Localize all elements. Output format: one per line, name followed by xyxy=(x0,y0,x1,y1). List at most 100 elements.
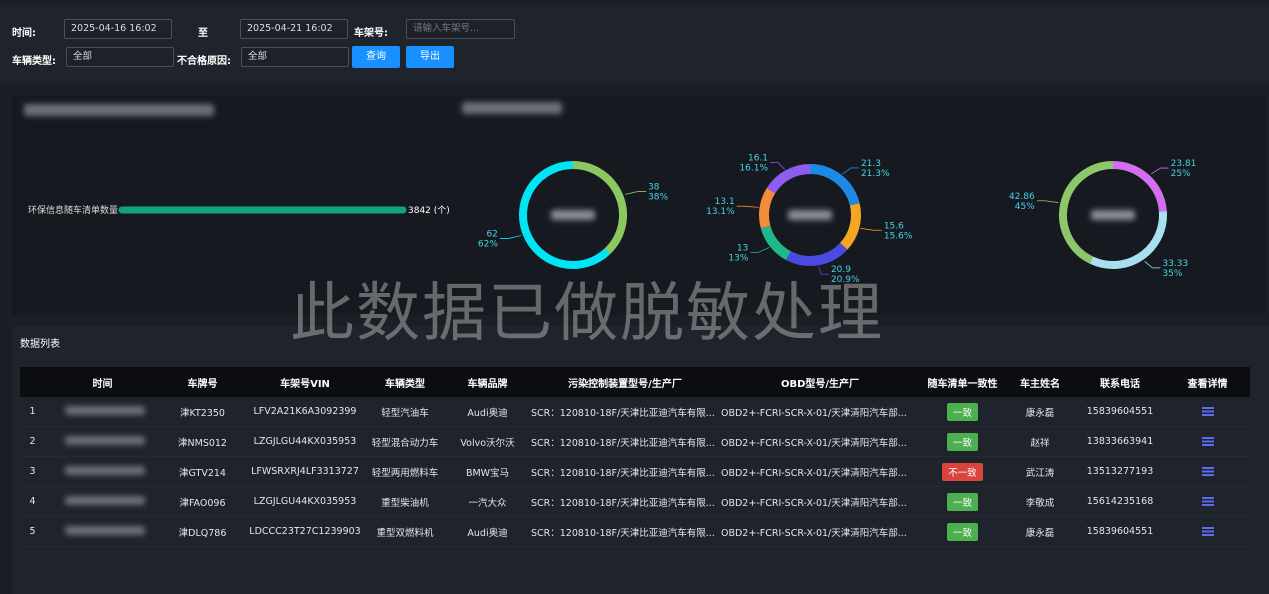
start-time[interactable]: 2025-04-16 16:02 xyxy=(64,19,172,39)
row-number: 3 xyxy=(20,456,45,487)
donut-segment xyxy=(759,187,776,229)
table-row: 1 津KT2350 LFV2A21K6A3092399 轻型汽油车 Audi奥迪 SCR：… xyxy=(20,397,1250,427)
donut-segment xyxy=(766,164,811,194)
time-cell xyxy=(45,397,160,427)
donut-segment xyxy=(572,161,627,255)
donut-percent: 25% xyxy=(1171,169,1191,179)
cell-vin: LDCCC23T27C1239903 xyxy=(245,516,365,547)
cell-vin: LZGJLGU44KX035953 xyxy=(245,426,365,457)
donut-segment xyxy=(760,225,791,260)
donut-percent: 16.1% xyxy=(739,164,768,174)
donut-segment xyxy=(785,242,848,266)
bar-value: 3842 (个) xyxy=(408,205,450,216)
header-cell: 车辆类型 xyxy=(365,367,445,397)
cell-plate: 津NMS012 xyxy=(160,426,245,457)
header-cell: 车辆品牌 xyxy=(445,367,530,397)
stats-panel xyxy=(12,95,1265,315)
cell-type: 轻型两用燃料车 xyxy=(365,456,445,487)
type-select[interactable]: 全部 xyxy=(66,47,174,67)
vin-input[interactable]: 请输入车架号... xyxy=(406,19,515,39)
cell-type: 重型柴油机 xyxy=(365,486,445,517)
export-text: 导出 xyxy=(420,51,440,62)
cell-type: 重型双燃料机 xyxy=(365,516,445,547)
donut-value: 33.33 xyxy=(1162,259,1188,269)
consistency-tag: 不一致 xyxy=(942,462,983,481)
consistency-tag: 一致 xyxy=(946,402,978,421)
header-cell: 车牌号 xyxy=(160,367,245,397)
leader-line xyxy=(842,167,859,175)
cell-brand: Audi奥迪 xyxy=(445,516,530,547)
detail-icon[interactable] xyxy=(1201,407,1214,416)
header-cell xyxy=(20,367,45,397)
cell-owner: 赵祥 xyxy=(1005,426,1075,457)
row-number: 1 xyxy=(20,397,45,427)
donut-percent: 38% xyxy=(648,192,668,202)
donut-value: 15.6 xyxy=(884,221,904,231)
detail-icon[interactable] xyxy=(1201,467,1214,476)
donut-value: 20.9 xyxy=(831,265,851,275)
header-cell: OBD型号/生产厂 xyxy=(720,367,920,397)
header-cell: 车主姓名 xyxy=(1005,367,1075,397)
cell-owner: 康永磊 xyxy=(1005,516,1075,547)
detail-icon[interactable] xyxy=(1201,497,1214,506)
header-cell: 车架号VIN xyxy=(245,367,365,397)
reason-select[interactable]: 全部 xyxy=(241,47,349,67)
header-cell: 时间 xyxy=(45,367,160,397)
table-row: 5 津DLQ786 LDCCC23T27C1239903 重型双燃料机 Audi奥迪 SC… xyxy=(20,516,1250,547)
donut-percent: 62% xyxy=(478,240,498,250)
consistency-cell: 一致 xyxy=(920,397,1005,427)
leader-line xyxy=(860,227,882,231)
donut-value: 23.81 xyxy=(1171,159,1197,169)
detail-icon[interactable] xyxy=(1201,527,1214,536)
type-label: 车辆类型: xyxy=(12,56,56,67)
blurred-center-label xyxy=(1091,210,1135,220)
bar-label: 环保信息随车清单数量 xyxy=(28,204,118,216)
cell-vin: LFWSRXRJ4LF3313727 xyxy=(245,456,365,487)
donut-segment xyxy=(809,164,860,206)
leader-line xyxy=(750,247,770,253)
consistency-tag: 一致 xyxy=(946,492,978,511)
time-cell xyxy=(45,426,160,457)
cell-scr: SCR：120810-18F/天津比亚迪汽车有限... xyxy=(530,397,720,427)
cell-owner: 武江涛 xyxy=(1005,456,1075,487)
donut-value: 16.1 xyxy=(748,154,768,164)
table-row: 2 津NMS012 LZGJLGU44KX035953 轻型混合动力车 Volvo沃尔沃… xyxy=(20,426,1250,457)
export-button[interactable]: 导出 xyxy=(406,46,454,68)
leader-line xyxy=(1150,167,1169,175)
cell-brand: 一汽大众 xyxy=(445,486,530,517)
blurred-center-label xyxy=(788,210,832,220)
donut-percent: 13.1% xyxy=(706,207,735,217)
donut-value: 38 xyxy=(648,182,660,192)
donut-percent: 20.9% xyxy=(831,275,860,285)
consistency-tag: 一致 xyxy=(946,522,978,541)
to-label: 至 xyxy=(198,28,208,39)
donut-value: 21.3 xyxy=(861,159,881,169)
blurred-time xyxy=(65,406,145,415)
blurred-time xyxy=(65,436,145,445)
detail-icon[interactable] xyxy=(1201,437,1214,446)
cell-plate: 津FAO096 xyxy=(160,486,245,517)
donut-value: 42.86 xyxy=(1009,192,1035,202)
time-cell xyxy=(45,456,160,487)
cell-plate: 津GTV214 xyxy=(160,456,245,487)
donut-value: 13 xyxy=(737,243,748,253)
time-cell xyxy=(45,516,160,547)
leader-line xyxy=(1144,260,1161,269)
consistency-cell: 不一致 xyxy=(920,456,1005,487)
query-button[interactable]: 查询 xyxy=(352,46,400,68)
end-time[interactable]: 2025-04-21 16:02 xyxy=(240,19,348,39)
table-row: 4 津FAO096 LZGJLGU44KX035953 重型柴油机 一汽大众 SCR：12… xyxy=(20,486,1250,517)
cell-phone: 13513277193 xyxy=(1075,456,1165,487)
donut-percent: 21.3% xyxy=(861,169,890,179)
leader-line xyxy=(624,191,647,195)
cell-plate: 津KT2350 xyxy=(160,397,245,427)
cell-scr: SCR：120810-18F/天津比亚迪汽车有限... xyxy=(530,486,720,517)
cell-obd: OBD2+-FCRI-SCR-X-01/天津清阳汽车部... xyxy=(720,516,920,547)
cell-phone: 13833663941 xyxy=(1075,426,1165,457)
leader-line xyxy=(736,205,759,208)
time-label: 时间: xyxy=(12,28,36,39)
blurred-title xyxy=(24,104,214,116)
cell-plate: 津DLQ786 xyxy=(160,516,245,547)
donut-percent: 35% xyxy=(1162,269,1182,279)
